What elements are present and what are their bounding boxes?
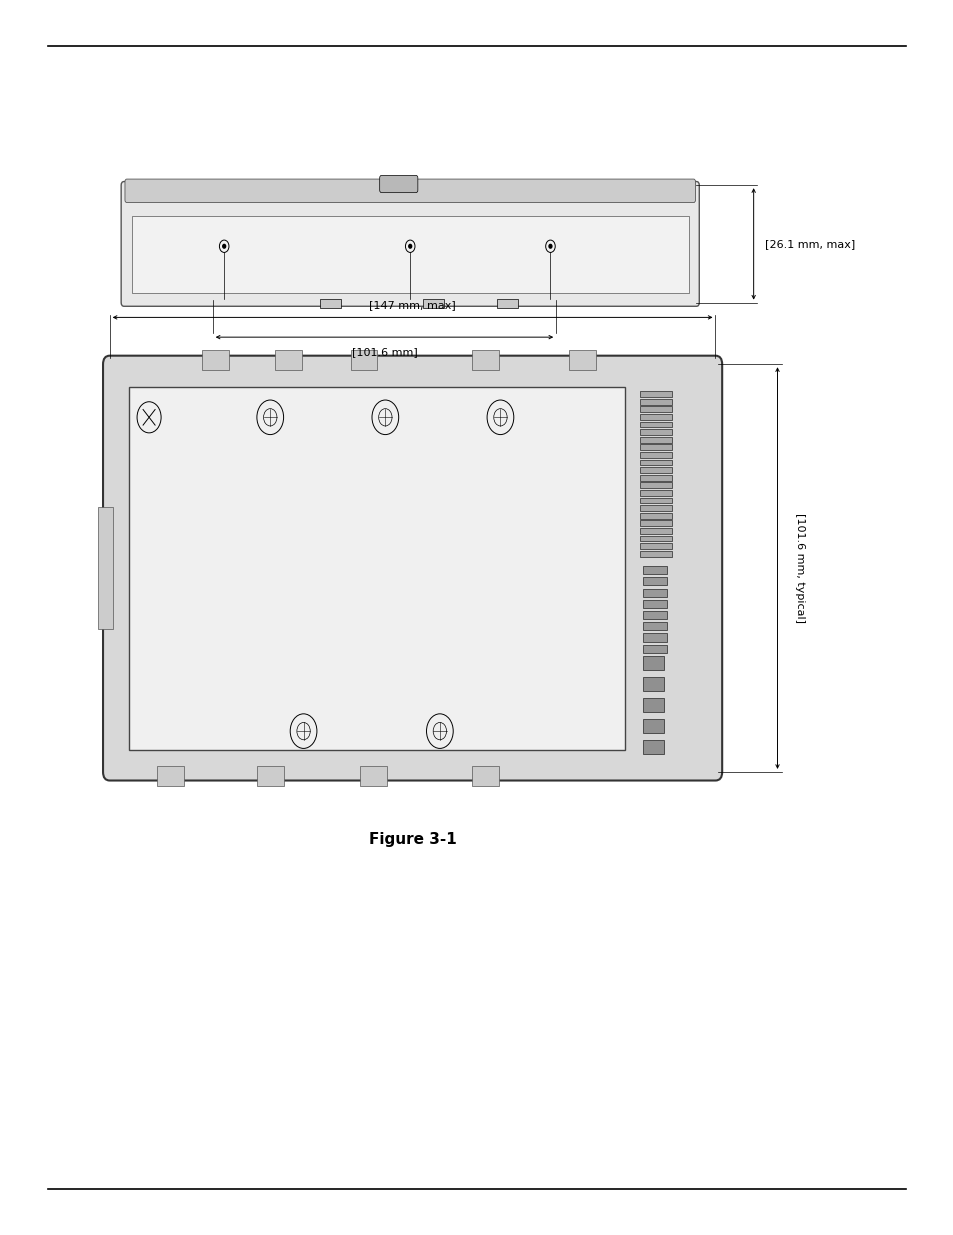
Bar [639, 520, 672, 526]
Bar [639, 513, 672, 519]
Bar [639, 452, 672, 458]
Bar [642, 578, 667, 585]
Bar [639, 437, 672, 442]
Bar [639, 459, 672, 466]
Bar [639, 467, 672, 473]
FancyBboxPatch shape [121, 182, 699, 306]
Bar [642, 611, 667, 619]
Bar [639, 399, 672, 405]
Bar [639, 490, 672, 495]
Bar [639, 551, 672, 557]
Bar [639, 406, 672, 412]
Bar [639, 414, 672, 420]
Bar [274, 351, 301, 370]
Bar [642, 589, 667, 597]
Text: [26.1 mm, max]: [26.1 mm, max] [764, 238, 855, 249]
Bar [642, 600, 667, 608]
Circle shape [222, 245, 225, 248]
Bar [156, 766, 183, 785]
Bar [642, 657, 663, 669]
Bar [132, 216, 688, 293]
Bar [639, 391, 672, 396]
Bar [639, 536, 672, 541]
Bar [472, 351, 498, 370]
Bar [568, 351, 595, 370]
Bar [642, 645, 667, 653]
Bar [642, 566, 667, 574]
Bar [472, 766, 498, 785]
Circle shape [408, 245, 412, 248]
Circle shape [548, 245, 551, 248]
Text: [101.6 mm]: [101.6 mm] [352, 347, 416, 357]
Bar [639, 498, 672, 504]
Bar [642, 634, 667, 641]
Text: [147 mm, max]: [147 mm, max] [369, 300, 456, 310]
Bar [639, 529, 672, 534]
FancyBboxPatch shape [103, 356, 721, 781]
Bar [642, 622, 667, 630]
Bar [98, 506, 112, 630]
Bar [256, 766, 283, 785]
Text: [101.6 mm, typical]: [101.6 mm, typical] [794, 513, 803, 624]
Bar [639, 421, 672, 427]
Bar [359, 766, 386, 785]
Bar [129, 387, 624, 750]
Bar [351, 351, 377, 370]
Bar [639, 445, 672, 450]
Text: Figure 3-1: Figure 3-1 [369, 832, 456, 847]
Bar [639, 430, 672, 435]
FancyBboxPatch shape [125, 179, 695, 203]
Bar [642, 719, 663, 732]
Bar [639, 474, 672, 480]
Bar [422, 299, 443, 308]
Bar [642, 740, 663, 753]
Bar [202, 351, 229, 370]
Bar [639, 505, 672, 511]
Bar [639, 483, 672, 488]
Bar [642, 698, 663, 711]
Bar [639, 543, 672, 548]
Bar [497, 299, 517, 308]
FancyBboxPatch shape [379, 175, 417, 193]
Bar [319, 299, 340, 308]
Bar [642, 677, 663, 692]
